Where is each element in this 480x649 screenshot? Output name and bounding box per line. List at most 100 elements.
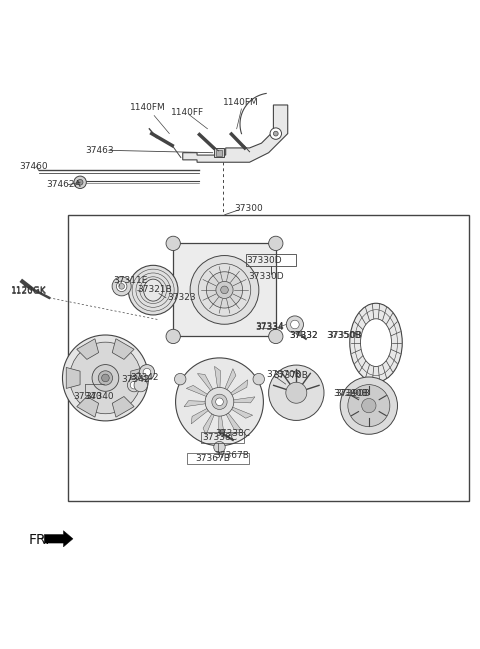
Polygon shape [131,367,144,389]
Text: 37463: 37463 [85,146,114,155]
Bar [246,254,296,266]
Circle shape [139,365,155,380]
Circle shape [92,365,119,391]
Polygon shape [112,397,134,417]
Text: 1140FM: 1140FM [130,103,166,112]
Circle shape [102,374,109,382]
Circle shape [269,329,283,343]
Circle shape [77,179,83,185]
Circle shape [269,236,283,251]
Text: 1140FM: 1140FM [223,98,259,107]
Circle shape [212,394,227,410]
Circle shape [296,330,302,336]
Circle shape [175,373,186,385]
Text: FR.: FR. [29,533,50,547]
Text: 37332: 37332 [289,332,318,341]
Text: 37340: 37340 [73,392,102,401]
Text: 37334: 37334 [255,323,284,332]
Bar [173,243,276,336]
Polygon shape [77,397,98,417]
Text: 37323: 37323 [168,293,196,302]
Circle shape [119,284,124,289]
Polygon shape [183,105,288,162]
Text: 1120GK: 1120GK [11,287,47,295]
Polygon shape [230,380,248,396]
Circle shape [74,176,86,188]
Bar [187,454,249,464]
Polygon shape [186,386,209,397]
Circle shape [130,382,138,389]
Text: 37332: 37332 [289,331,318,340]
Circle shape [144,282,162,299]
Circle shape [340,377,397,434]
Circle shape [127,378,141,392]
Text: 37330D: 37330D [249,273,284,281]
Text: 37340: 37340 [85,391,114,400]
Bar [201,432,244,443]
Text: 37338C: 37338C [202,433,237,442]
Circle shape [274,131,278,136]
Polygon shape [197,374,214,391]
Text: 1140FF: 1140FF [171,108,204,117]
Text: 37367B: 37367B [215,451,250,459]
Circle shape [62,335,148,421]
Circle shape [128,265,178,315]
Circle shape [348,385,390,426]
Polygon shape [203,412,214,435]
Text: 37370B: 37370B [266,370,301,378]
Circle shape [205,387,234,416]
Circle shape [290,320,299,329]
Bar [216,151,222,156]
Text: 37350B: 37350B [327,332,362,341]
Polygon shape [191,408,209,424]
Circle shape [176,358,264,446]
Polygon shape [225,369,236,392]
Polygon shape [218,413,225,437]
Circle shape [362,398,376,413]
Polygon shape [184,400,207,407]
Circle shape [190,256,259,324]
Polygon shape [77,339,98,360]
Text: 37350B: 37350B [326,331,361,340]
Text: 37370B: 37370B [274,371,308,380]
Circle shape [70,342,141,414]
Text: 37390B: 37390B [336,389,370,398]
Bar [68,215,469,501]
Text: 1120GK: 1120GK [11,286,47,295]
Ellipse shape [350,303,402,382]
Polygon shape [66,367,80,389]
Text: 37367B: 37367B [195,454,230,463]
Circle shape [112,276,131,296]
Text: 37321B: 37321B [137,285,172,294]
Text: 37334: 37334 [255,322,284,331]
Circle shape [166,236,180,251]
Ellipse shape [360,319,392,367]
Circle shape [286,382,307,403]
Circle shape [221,286,228,294]
Circle shape [206,272,242,308]
Circle shape [270,128,281,140]
Text: 37300: 37300 [234,204,263,213]
Polygon shape [44,531,73,547]
Circle shape [98,371,113,385]
Circle shape [214,441,225,453]
Circle shape [166,329,180,343]
Bar [214,149,224,157]
Circle shape [269,365,324,421]
Text: 37342: 37342 [130,373,159,382]
Ellipse shape [144,279,163,301]
Circle shape [219,430,225,435]
Circle shape [286,316,303,333]
Circle shape [216,398,223,406]
Circle shape [216,281,233,299]
Polygon shape [225,412,241,430]
Text: 37338C: 37338C [215,429,250,438]
Circle shape [134,378,147,392]
Polygon shape [112,339,134,360]
Text: 37390B: 37390B [333,389,368,398]
Polygon shape [215,367,221,390]
Polygon shape [231,397,255,403]
Polygon shape [229,407,252,418]
Text: 37462A: 37462A [47,180,81,189]
Circle shape [116,281,127,291]
